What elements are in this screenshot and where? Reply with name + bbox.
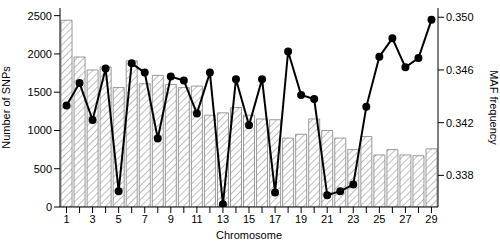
svg-text:9: 9: [168, 213, 174, 225]
svg-text:0: 0: [46, 201, 52, 213]
svg-text:5: 5: [116, 213, 122, 225]
svg-text:29: 29: [425, 213, 437, 225]
svg-text:1000: 1000: [28, 124, 52, 136]
svg-text:15: 15: [243, 213, 255, 225]
svg-text:13: 13: [217, 213, 229, 225]
svg-text:11: 11: [191, 213, 202, 225]
svg-text:21: 21: [321, 213, 333, 225]
svg-text:27: 27: [399, 213, 411, 225]
svg-text:1: 1: [63, 213, 69, 225]
svg-text:2500: 2500: [28, 10, 52, 22]
svg-text:17: 17: [269, 213, 281, 225]
svg-text:MAF frequency: MAF frequency: [488, 70, 492, 145]
svg-text:23: 23: [347, 213, 359, 225]
svg-text:Number of SNPs: Number of SNPs: [8, 66, 12, 149]
svg-text:Chromosome: Chromosome: [216, 229, 282, 241]
svg-text:0.342: 0.342: [446, 117, 474, 129]
svg-text:500: 500: [34, 163, 52, 175]
svg-text:19: 19: [295, 213, 307, 225]
svg-text:0.346: 0.346: [446, 64, 474, 76]
svg-text:25: 25: [373, 213, 385, 225]
svg-text:0.338: 0.338: [446, 169, 474, 181]
svg-text:7: 7: [142, 213, 148, 225]
svg-text:1500: 1500: [28, 86, 52, 98]
svg-text:3: 3: [90, 213, 96, 225]
svg-text:0.350: 0.350: [446, 11, 474, 23]
svg-text:2000: 2000: [28, 48, 52, 60]
